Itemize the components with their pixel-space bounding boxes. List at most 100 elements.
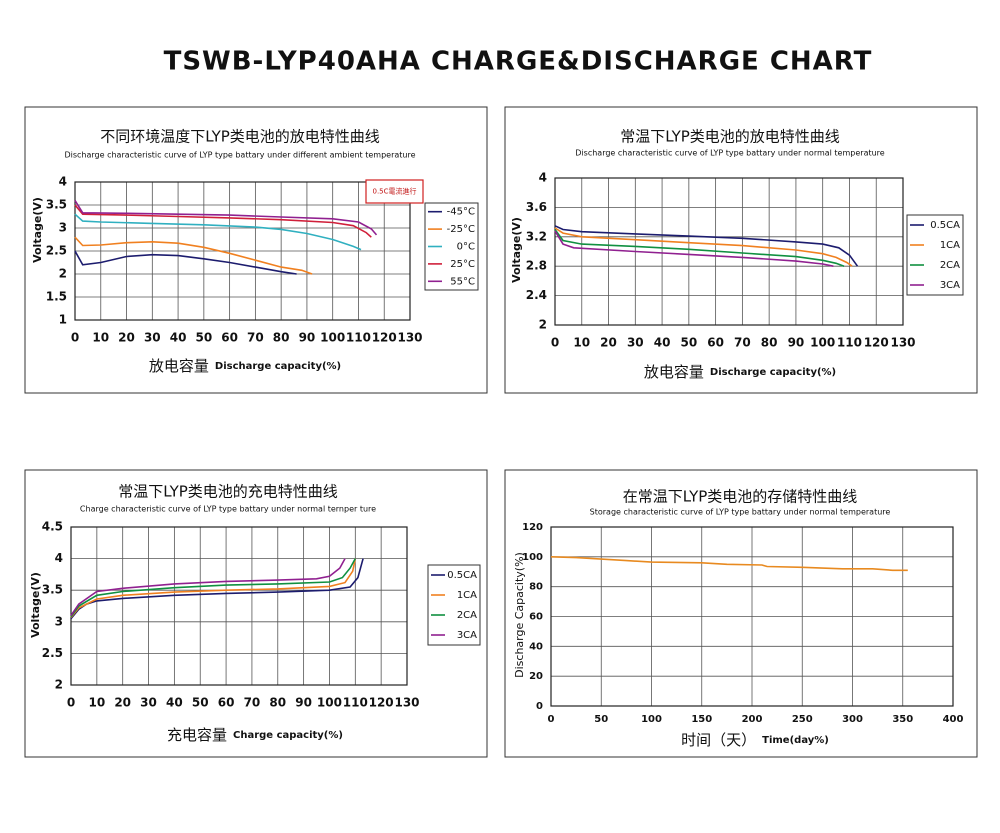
plot-frame [550, 526, 954, 707]
x-tick-label: 50 [594, 714, 608, 725]
x-tick-label: 350 [892, 714, 913, 725]
y-axis-label: Voltage(V) [31, 197, 44, 263]
x-tick-label: 50 [680, 336, 697, 350]
legend-label: 1CA [457, 590, 477, 601]
y-tick-label: 60 [529, 612, 543, 623]
y-tick-label: 2.8 [526, 259, 547, 273]
y-tick-label: 2.5 [42, 646, 63, 660]
data-line [70, 558, 346, 616]
x-tick-label: 200 [742, 714, 763, 725]
x-axis-label: 放电容量 Discharge capacity(%) [149, 357, 341, 375]
x-tick-label: 0 [548, 714, 555, 725]
chart-title: 在常温下LYP类电池的存储特性曲线 [623, 488, 858, 506]
y-axis-label: Discharge Capacity(%) [513, 552, 526, 678]
y-tick-label: 20 [529, 671, 543, 682]
x-tick-label: 130 [394, 696, 419, 710]
y-tick-label: 2 [55, 678, 63, 692]
x-tick-label: 40 [166, 696, 183, 710]
x-tick-label: 30 [140, 696, 157, 710]
x-tick-label: 250 [792, 714, 813, 725]
x-tick-label: 120 [369, 696, 394, 710]
plot-frame [70, 526, 408, 686]
x-tick-label: 60 [218, 696, 235, 710]
y-tick-label: 2.5 [46, 244, 67, 258]
y-axis-label: Voltage(V) [29, 572, 42, 638]
x-tick-label: 130 [397, 331, 422, 345]
legend-label: 2CA [457, 610, 477, 621]
data-line [74, 204, 372, 238]
x-tick-label: 120 [864, 336, 889, 350]
x-tick-label: 0 [71, 331, 79, 345]
data-line [74, 199, 378, 236]
data-line [70, 558, 357, 618]
y-tick-label: 3.5 [46, 198, 67, 212]
legend-label: 0.5CA [930, 220, 960, 231]
legend-label: -25°C [447, 224, 475, 235]
x-axis-label-part: 放电容量 [149, 357, 209, 375]
x-tick-label: 60 [707, 336, 724, 350]
x-tick-label: 90 [788, 336, 805, 350]
y-tick-label: 3.5 [42, 583, 63, 597]
panel-frame [504, 106, 978, 394]
y-tick-label: 2.4 [526, 288, 547, 302]
chart-title: 常温下LYP类电池的放电特性曲线 [620, 128, 840, 146]
x-tick-label: 120 [372, 331, 397, 345]
legend-label: 55°C [450, 276, 475, 287]
x-axis-label-part: Time(day%) [762, 735, 829, 746]
y-tick-label: 4 [59, 175, 67, 189]
y-tick-label: 4.5 [42, 520, 63, 534]
legend-label: 3CA [457, 630, 477, 641]
x-tick-label: 50 [195, 331, 212, 345]
data-line [74, 250, 297, 275]
x-tick-label: 20 [600, 336, 617, 350]
x-tick-label: 50 [192, 696, 209, 710]
y-tick-label: 4 [55, 551, 63, 565]
legend-label: 2CA [940, 260, 960, 271]
plot-frame [554, 177, 904, 326]
legend-box [906, 214, 964, 296]
x-tick-label: 100 [641, 714, 662, 725]
legend-box [427, 564, 481, 646]
x-tick-label: 60 [221, 331, 238, 345]
page-title: TSWB-LYP40AHA CHARGE&DISCHARGE CHART [164, 47, 873, 77]
x-tick-label: 130 [890, 336, 915, 350]
x-tick-label: 20 [118, 331, 135, 345]
x-axis-label-part: 放电容量 [644, 363, 704, 381]
y-tick-label: 1.5 [46, 290, 67, 304]
y-tick-label: 3.2 [526, 229, 547, 243]
y-tick-label: 4 [539, 171, 547, 185]
x-tick-label: 100 [320, 331, 345, 345]
x-tick-label: 80 [273, 331, 290, 345]
panel-frame [24, 469, 488, 758]
legend-label: 1CA [940, 240, 960, 251]
data-line [554, 230, 834, 267]
x-axis-label-part: Discharge capacity(%) [215, 361, 341, 372]
x-axis-label-part: Charge capacity(%) [233, 730, 343, 741]
chart-title: 不同环境温度下LYP类电池的放电特性曲线 [100, 128, 380, 146]
panel-frame [24, 106, 488, 394]
x-tick-label: 110 [343, 696, 368, 710]
legend-label: 3CA [940, 280, 960, 291]
y-tick-label: 3 [59, 221, 67, 235]
chart-subtitle: Discharge characteristic curve of LYP ty… [575, 149, 885, 158]
chart-subtitle: Charge characteristic curve of LYP type … [80, 505, 376, 514]
y-tick-label: 100 [522, 552, 543, 563]
x-tick-label: 20 [114, 696, 131, 710]
legend-label: 25°C [450, 259, 475, 270]
x-tick-label: 150 [691, 714, 712, 725]
data-line [554, 229, 845, 267]
data-line [554, 225, 859, 267]
x-axis-label-part: 时间（天） [681, 731, 756, 749]
y-axis-label: Voltage(V) [510, 217, 523, 283]
x-tick-label: 30 [144, 331, 161, 345]
data-line [554, 227, 853, 267]
y-tick-label: 3 [55, 614, 63, 628]
x-tick-label: 40 [654, 336, 671, 350]
legend-label: -45°C [447, 207, 475, 218]
x-axis-label-part: 充电容量 [167, 726, 227, 744]
x-tick-label: 110 [837, 336, 862, 350]
x-axis-label: 放电容量 Discharge capacity(%) [644, 363, 836, 381]
x-tick-label: 80 [761, 336, 778, 350]
panel-frame [504, 469, 978, 758]
